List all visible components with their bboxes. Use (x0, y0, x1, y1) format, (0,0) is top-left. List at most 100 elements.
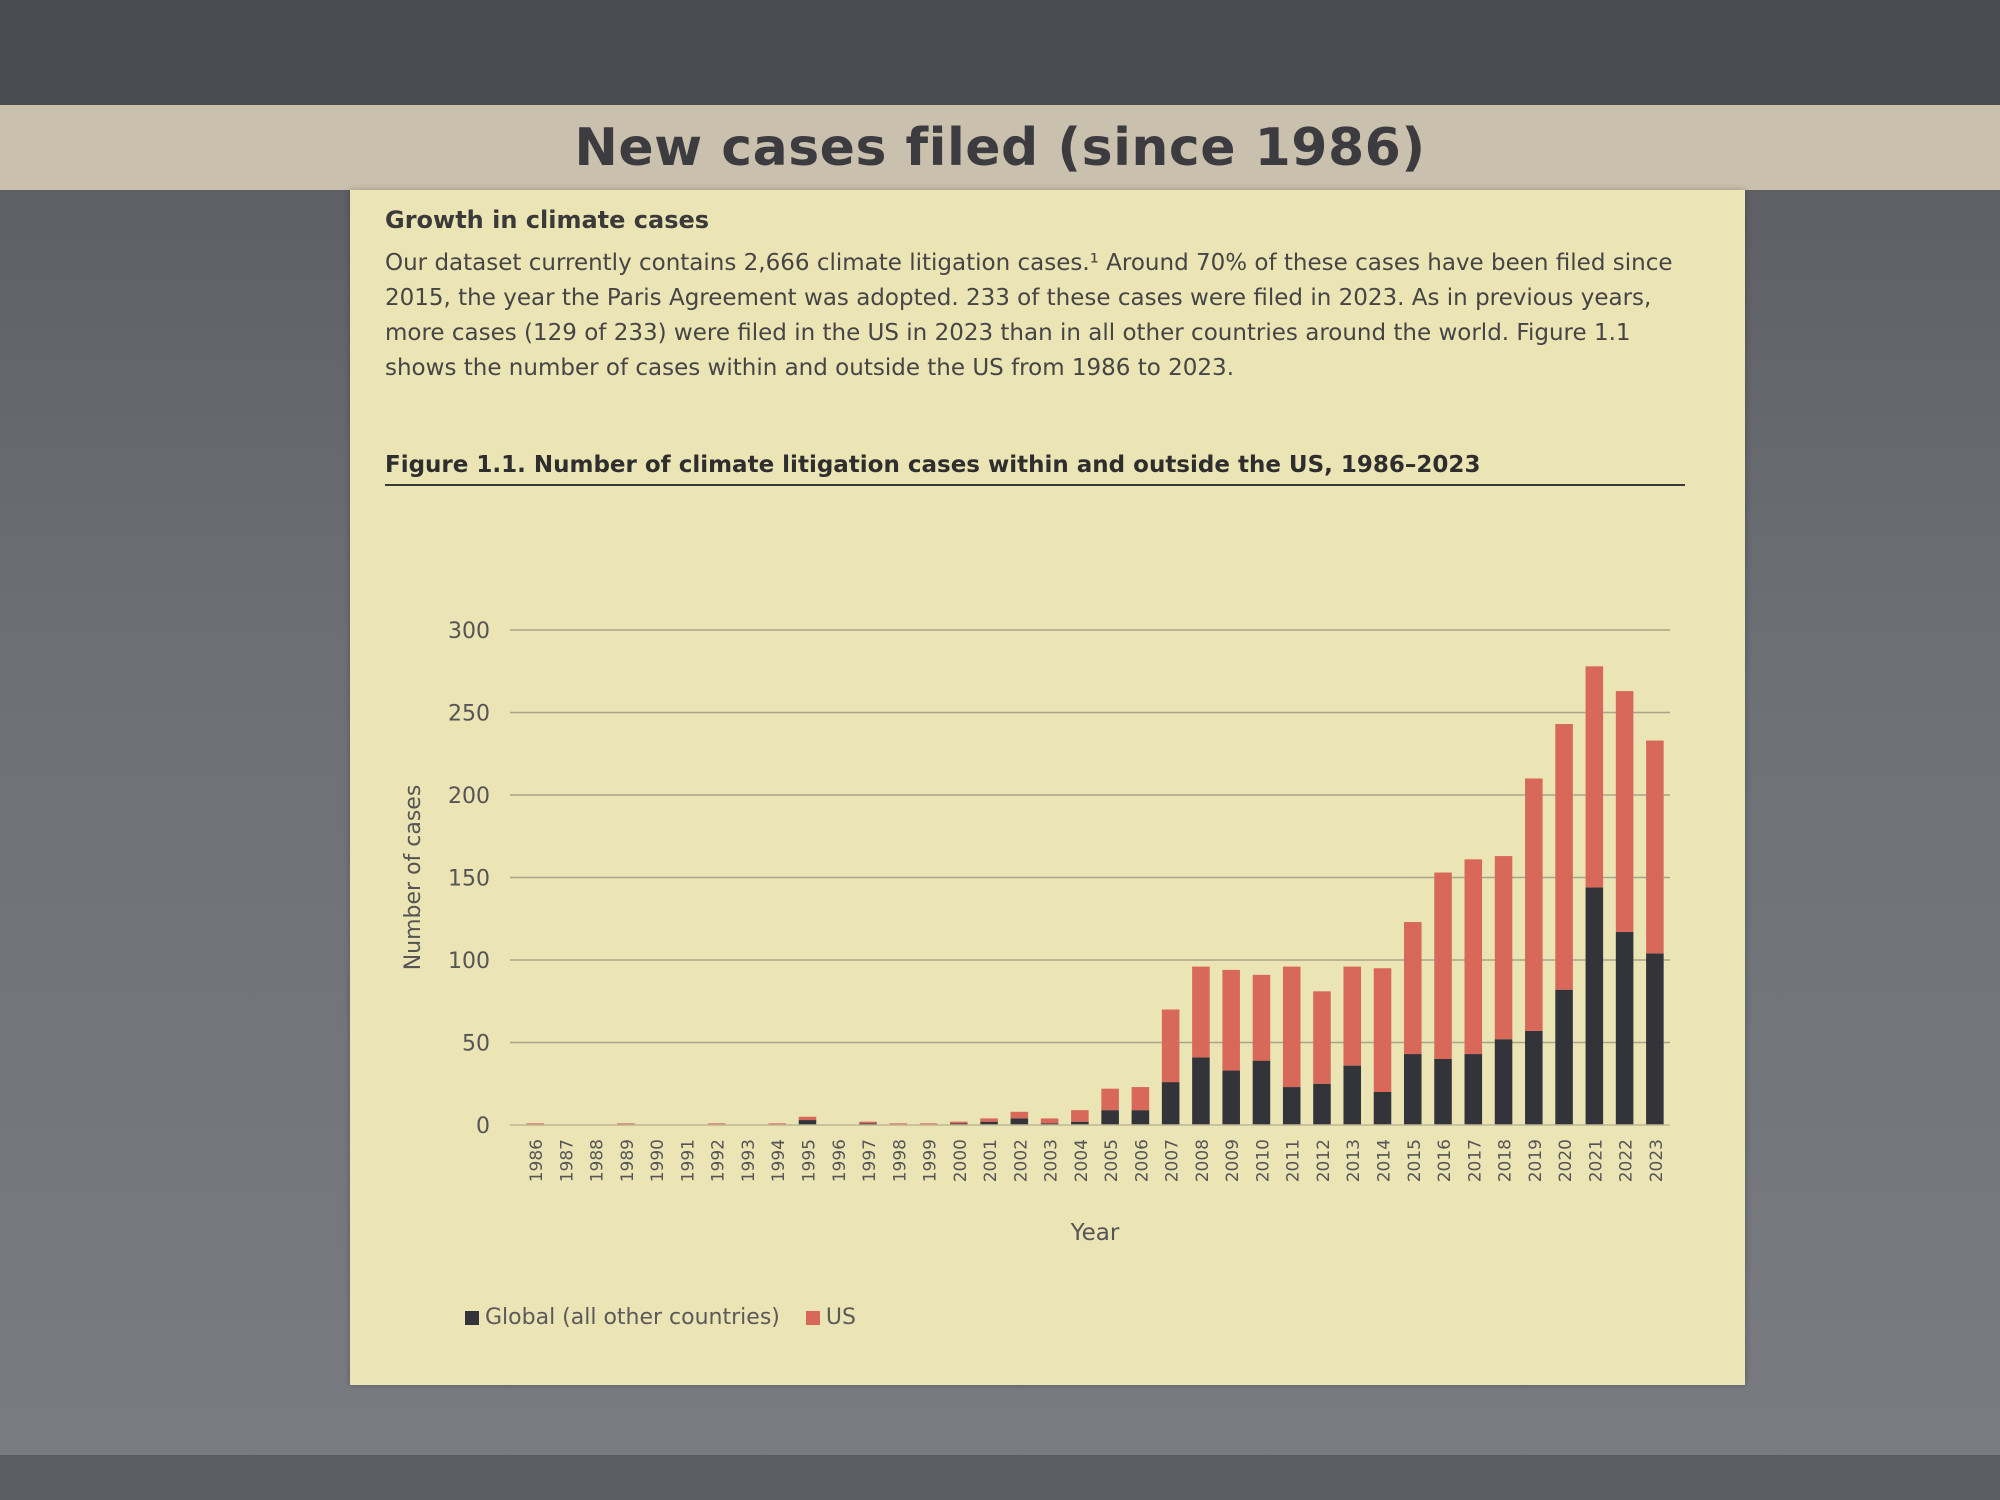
bar-us (1585, 666, 1604, 888)
figure-title: Figure 1.1. Number of climate litigation… (385, 452, 1685, 486)
section-heading: Growth in climate cases (385, 206, 710, 234)
x-tick-label: 2022 (1617, 1139, 1637, 1182)
y-axis-title: Number of cases (401, 785, 426, 971)
x-tick-label: 1986 (527, 1139, 547, 1182)
bar-us (950, 1121, 968, 1124)
slide-title: New cases filed (since 1986) (574, 117, 1426, 178)
bar-us (1646, 740, 1664, 954)
x-tick-label: 2021 (1586, 1139, 1606, 1182)
x-tick-label: 2008 (1193, 1139, 1213, 1182)
bar-global (1282, 1087, 1301, 1125)
bar-us (526, 1123, 544, 1125)
bar-global (1161, 1082, 1180, 1125)
x-tick-label: 2011 (1284, 1139, 1304, 1182)
bar-global (859, 1123, 877, 1125)
bar-global (1343, 1065, 1362, 1125)
y-tick-label: 300 (448, 619, 490, 644)
bar-us (1615, 691, 1634, 932)
x-tick-label: 2018 (1496, 1139, 1516, 1182)
bar-us (1313, 991, 1331, 1084)
bar-us (1373, 968, 1392, 1092)
bar-global (1585, 887, 1604, 1125)
bar-us (1010, 1111, 1029, 1119)
legend-swatch-us (805, 1310, 820, 1325)
stacked-bar-chart: 0 50 100 150 200 250 300 1986 1987 1988 1989 1990 19… (401, 619, 1670, 1246)
bar-global (1101, 1110, 1119, 1125)
bar-us (707, 1123, 726, 1125)
y-tick-label: 250 (448, 702, 490, 727)
chart-legend: Global (all other countries) US (465, 1305, 856, 1330)
x-tick-label: 2005 (1102, 1139, 1122, 1182)
bar-global (798, 1120, 817, 1125)
bar-global (1071, 1121, 1089, 1125)
x-tick-label: 2019 (1526, 1139, 1546, 1182)
bar-us (1464, 859, 1483, 1055)
bar-global (1373, 1092, 1392, 1125)
bar-us (1555, 724, 1573, 990)
bar-global (1010, 1118, 1029, 1125)
bar-us (980, 1118, 998, 1122)
x-tick-label: 2015 (1405, 1139, 1425, 1182)
x-tick-label: 1994 (769, 1139, 789, 1182)
x-tick-label: 1997 (860, 1139, 880, 1182)
x-tick-label: 2020 (1556, 1139, 1576, 1182)
bar-us (617, 1123, 635, 1125)
bar-global (1192, 1057, 1210, 1125)
x-tick-label: 1990 (648, 1139, 668, 1182)
legend-label-global: Global (all other countries) (485, 1305, 780, 1330)
y-tick-label: 200 (448, 784, 490, 809)
bar-global (1525, 1030, 1543, 1125)
x-tick-label: 2017 (1465, 1139, 1485, 1182)
bar-global (950, 1123, 968, 1125)
legend-item-us: US (805, 1305, 856, 1330)
x-tick-label: 2010 (1253, 1139, 1273, 1182)
bar-global (1252, 1060, 1271, 1125)
y-tick-label: 150 (448, 867, 490, 892)
bar-us (919, 1123, 938, 1125)
bar-global (1464, 1054, 1483, 1125)
bar-global (1555, 989, 1573, 1125)
bar-us (1222, 969, 1240, 1071)
x-tick-label: 2004 (1072, 1139, 1092, 1182)
bar-us (889, 1123, 908, 1125)
slide-title-band: New cases filed (since 1986) (0, 105, 2000, 190)
x-tick-label: 2009 (1223, 1139, 1243, 1182)
bar-us (1192, 966, 1210, 1058)
x-tick-label: 1995 (800, 1139, 820, 1182)
y-tick-label: 50 (462, 1032, 490, 1057)
x-tick-label: 1996 (830, 1139, 850, 1182)
x-tick-label: 1993 (739, 1139, 759, 1182)
bar-us (1071, 1110, 1089, 1122)
screen-top-border (0, 0, 2000, 105)
bar-us (1040, 1118, 1059, 1124)
bar-us (768, 1123, 787, 1125)
bar-global (1403, 1054, 1422, 1125)
report-panel: Growth in climate cases Our dataset curr… (350, 190, 1745, 1385)
x-tick-label: 2007 (1163, 1139, 1183, 1182)
x-tick-label: 2002 (1011, 1139, 1031, 1182)
x-tick-label: 1988 (588, 1139, 608, 1182)
x-axis-title: Year (1070, 1220, 1120, 1246)
screen-bottom-border (0, 1455, 2000, 1500)
legend-item-global: Global (all other countries) (465, 1305, 780, 1330)
x-tick-label: 1998 (890, 1139, 910, 1182)
bar-global (1131, 1110, 1150, 1125)
legend-swatch-global (465, 1310, 479, 1325)
bar-global (1434, 1059, 1452, 1125)
bar-us (798, 1116, 817, 1121)
bar-us (1161, 1009, 1180, 1083)
x-tick-label: 2001 (981, 1139, 1001, 1182)
bar-us (1343, 966, 1362, 1066)
x-tick-label: 2013 (1344, 1139, 1364, 1182)
x-tick-label: 1999 (921, 1139, 941, 1182)
body-paragraph: Our dataset currently contains 2,666 cli… (385, 250, 1673, 381)
x-tick-label: 2012 (1314, 1139, 1334, 1182)
bar-us (1252, 974, 1271, 1061)
bar-us (1434, 872, 1452, 1059)
y-tick-label: 0 (476, 1114, 490, 1139)
bar-global (1615, 931, 1634, 1125)
x-tick-label: 2016 (1435, 1139, 1455, 1182)
y-tick-label: 100 (448, 949, 490, 974)
x-tick-label: 2000 (951, 1139, 971, 1182)
bar-us (1403, 922, 1422, 1055)
